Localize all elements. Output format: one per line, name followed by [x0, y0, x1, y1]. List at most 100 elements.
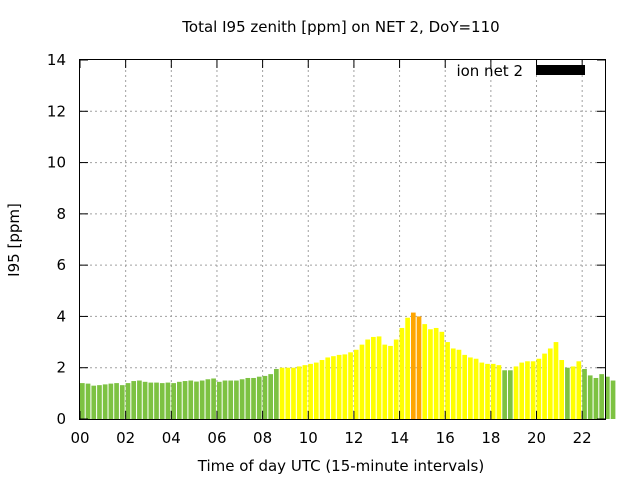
bar: [519, 362, 525, 419]
bar: [285, 367, 291, 419]
bar: [382, 344, 388, 419]
bar: [279, 367, 285, 419]
bar: [393, 339, 399, 419]
y-tick-label: 0: [56, 410, 66, 428]
bar: [80, 383, 85, 419]
bar: [125, 383, 131, 419]
x-tick-label: 18: [481, 429, 500, 447]
bar: [245, 377, 251, 419]
bar: [199, 380, 205, 419]
bar: [502, 370, 507, 419]
x-tick-label: 02: [116, 429, 135, 447]
bar: [559, 360, 565, 419]
bar: [222, 380, 228, 419]
bar: [553, 342, 559, 419]
bar: [507, 370, 513, 419]
y-tick-label: 14: [47, 51, 66, 69]
bar: [102, 384, 108, 419]
bar: [119, 385, 125, 419]
legend: ion net 2: [456, 62, 585, 80]
x-tick-label: 08: [253, 429, 272, 447]
bar: [570, 366, 576, 419]
x-ticks: 00 02 04 06 08 10 12 14 16 18 20 22: [70, 60, 592, 447]
bar: [565, 367, 570, 419]
bar: [182, 381, 188, 419]
x-tick-label: 06: [207, 429, 226, 447]
x-tick-label: 22: [573, 429, 592, 447]
legend-label: ion net 2: [456, 62, 523, 80]
bar: [188, 380, 194, 419]
bar: [308, 363, 313, 419]
bar: [131, 381, 137, 419]
bar: [251, 377, 256, 419]
bar: [473, 358, 479, 419]
y-tick-label: 4: [56, 307, 66, 325]
bar: [256, 376, 262, 419]
bar: [137, 380, 142, 419]
x-tick-label: 12: [344, 429, 363, 447]
bar: [496, 365, 502, 419]
bar: [536, 358, 542, 419]
bar: [296, 366, 302, 419]
bar: [582, 368, 587, 419]
bar: [593, 377, 599, 419]
bar: [450, 348, 456, 419]
bar: [445, 342, 450, 419]
bar: [91, 385, 97, 419]
x-tick-label: 16: [436, 429, 455, 447]
bar: [331, 356, 336, 419]
bar: [336, 354, 342, 419]
bar: [433, 327, 439, 419]
x-tick-label: 04: [162, 429, 181, 447]
bar: [211, 378, 216, 419]
bar: [576, 361, 582, 419]
bar: [114, 383, 119, 419]
bar: [154, 382, 159, 419]
bar: [205, 379, 211, 419]
y-tick-label: 12: [47, 102, 66, 120]
y-tick-label: 10: [47, 154, 66, 172]
bar: [542, 353, 547, 419]
bar: [234, 380, 239, 419]
bar: [376, 336, 382, 419]
x-tick-label: 14: [390, 429, 409, 447]
bar: [439, 331, 445, 419]
y-tick-label: 8: [56, 205, 66, 223]
bar: [342, 354, 348, 419]
bar: [405, 317, 410, 419]
y-axis-label: I95 [ppm]: [5, 203, 23, 277]
legend-swatch: [536, 65, 585, 75]
bar: [359, 344, 365, 419]
bar: [605, 376, 610, 419]
bar: [388, 345, 393, 419]
bar: [319, 360, 325, 419]
bar: [485, 363, 490, 419]
bar: [610, 380, 616, 419]
bar: [216, 381, 222, 419]
bar: [468, 357, 473, 419]
bar: [353, 349, 359, 419]
bar: [371, 336, 376, 419]
bar: [399, 327, 405, 419]
bar: [165, 382, 171, 419]
bar: [525, 361, 530, 419]
bar: [313, 362, 319, 419]
y-ticks: 0 2 4 6 8 10 12 14: [47, 51, 605, 428]
bar: [159, 383, 165, 419]
chart-title: Total I95 zenith [ppm] on NET 2, DoY=110: [181, 18, 499, 36]
bar: [148, 382, 154, 419]
plot-frame: [79, 59, 606, 420]
bar: [239, 379, 245, 419]
x-tick-label: 20: [527, 429, 546, 447]
bar: [228, 380, 234, 419]
bar: [422, 324, 428, 419]
bar: [462, 354, 468, 419]
x-axis-label: Time of day UTC (15-minute intervals): [197, 457, 484, 475]
x-tick-label: 00: [70, 429, 89, 447]
bar: [274, 368, 279, 419]
bar: [291, 367, 296, 419]
y-tick-label: 2: [56, 359, 66, 377]
bar: [85, 383, 91, 419]
bar: [456, 349, 462, 419]
